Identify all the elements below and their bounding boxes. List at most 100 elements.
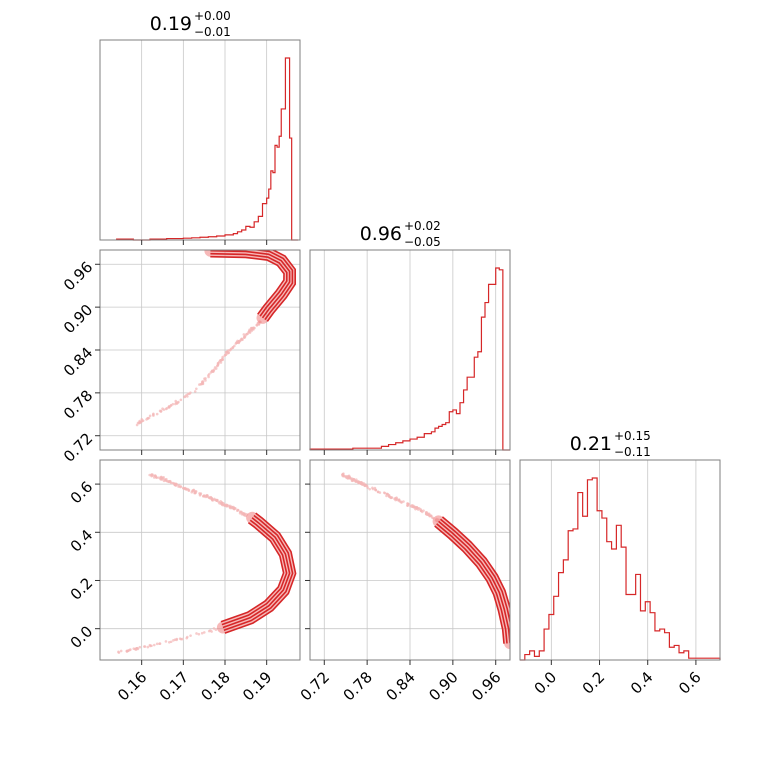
joint-param-1-vs-param-3-sample-point [209, 497, 212, 500]
joint-param-1-vs-param-2-marks [135, 250, 296, 427]
joint-param-1-vs-param-3-tail-point [143, 645, 147, 648]
joint-param-1-vs-param-2-sample-point [169, 404, 173, 407]
joint-param-1-vs-param-2-sample-point [212, 368, 216, 371]
joint-param-1-vs-param-3-tail-point [119, 649, 123, 653]
marginal-param-3-axes [550, 460, 697, 660]
joint-param-1-vs-param-2-sample-point [231, 346, 235, 349]
joint-param-2-vs-param-3-sample-point [428, 514, 432, 517]
joint-param-1-vs-param-2-sample-point [204, 379, 207, 382]
joint-param-1-vs-param-3-xtick-label-3: 0.19 [239, 668, 275, 704]
joint-param-2-vs-param-3-sample-point [356, 480, 360, 483]
joint-param-1-vs-param-2-sample-point [165, 407, 169, 410]
joint-param-1-vs-param-2-sample-point [161, 407, 164, 411]
joint-param-1-vs-param-3-sample-point [186, 487, 189, 491]
marginal-param-2-title-plus: +0.02 [404, 219, 441, 233]
joint-param-2-vs-param-3-sample-point [346, 476, 349, 479]
marginal-param-2-axes [323, 250, 497, 450]
joint-param-1-vs-param-3-tail-point [117, 651, 121, 654]
joint-param-1-vs-param-3-contour-line-2 [222, 517, 291, 629]
joint-param-1-vs-param-2-sample-point [136, 421, 140, 425]
joint-param-2-vs-param-3-sample-point [361, 483, 364, 486]
joint-param-1-vs-param-2-sample-point [201, 381, 204, 384]
marginal-param-3-title-plus: +0.15 [614, 429, 651, 443]
joint-param-1-vs-param-2-sample-point [167, 405, 171, 409]
marginal-param-3-xtick-label-2: 0.4 [627, 668, 657, 698]
joint-param-1-vs-param-3-tail-point [210, 630, 213, 633]
joint-param-1-vs-param-3-tail-point [138, 645, 142, 649]
joint-param-1-vs-param-2-sample-point [223, 354, 227, 357]
joint-param-1-vs-param-3-sample-point [236, 508, 240, 512]
joint-param-1-vs-param-3-sample-point [182, 486, 185, 490]
joint-param-1-vs-param-3-contour-line-0 [220, 521, 285, 623]
joint-param-1-vs-param-2-sample-point [152, 412, 155, 416]
joint-param-1-vs-param-3-sample-point [223, 503, 226, 507]
joint-param-1-vs-param-3-sample-point [205, 495, 209, 499]
joint-param-1-vs-param-2-sample-point [135, 423, 139, 427]
joint-param-1-vs-param-2-sample-point [257, 322, 261, 326]
joint-param-1-vs-param-3-tail-point [129, 648, 132, 651]
joint-param-1-vs-param-2-sample-point [183, 395, 186, 399]
joint-param-1-vs-param-2-sample-point [176, 401, 180, 404]
joint-param-1-vs-param-3-tail-point [214, 628, 218, 631]
joint-param-1-vs-param-3-sample-point [192, 489, 195, 493]
joint-param-1-vs-param-2-sample-point [189, 391, 192, 394]
joint-param-2-vs-param-3-xtick-label-0: 0.72 [297, 668, 333, 704]
joint-param-1-vs-param-3-tail-point [155, 642, 159, 646]
marginal-param-2-title-value: 0.96 [360, 223, 402, 245]
marginal-param-1-title-value: 0.19 [150, 13, 192, 35]
marginal-param-1-title-plus: +0.00 [194, 9, 231, 23]
joint-param-1-vs-param-2-sample-point [207, 375, 210, 379]
joint-param-1-vs-param-3-contour-line-1 [221, 519, 288, 626]
joint-param-1-vs-param-3-sample-point [213, 497, 216, 501]
joint-param-1-vs-param-3-tail-point [164, 640, 168, 643]
joint-param-1-vs-param-3-sample-point [220, 502, 224, 505]
joint-param-1-vs-param-2-sample-point [248, 328, 251, 331]
joint-param-1-vs-param-2-sample-point [213, 366, 217, 369]
joint-param-2-vs-param-3-sample-point [400, 500, 403, 504]
marginal-param-3-title-value: 0.21 [570, 433, 612, 455]
joint-param-1-vs-param-3-sample-point [148, 473, 151, 477]
joint-param-1-vs-param-2-sample-point [215, 364, 219, 368]
joint-param-1-vs-param-3-tail-point [125, 650, 129, 653]
marginal-param-3-title-minus: −0.11 [614, 445, 651, 459]
joint-param-1-vs-param-2-sample-point [209, 371, 213, 374]
joint-param-1-vs-param-2-sample-point [186, 395, 189, 398]
joint-param-1-vs-param-2-sample-point [195, 387, 198, 391]
joint-param-1-vs-param-3-sample-point [238, 511, 242, 515]
joint-param-1-vs-param-3-xtick-label-1: 0.17 [156, 668, 192, 704]
marginal-param-3-xtick-label-3: 0.6 [675, 668, 705, 698]
joint-param-1-vs-param-3-sample-point [153, 474, 157, 478]
joint-param-2-vs-param-3-sample-point [425, 511, 429, 515]
joint-param-1-vs-param-3-tail-point [202, 631, 206, 634]
joint-param-2-vs-param-3-sample-point [385, 492, 389, 496]
joint-param-1-vs-param-3-ytick-label-0: 0.0 [67, 622, 97, 652]
joint-param-1-vs-param-3-ytick-label-2: 0.4 [67, 526, 97, 556]
joint-param-1-vs-param-3-sample-point [234, 507, 237, 510]
joint-param-1-vs-param-3-tail-point [212, 627, 216, 630]
joint-param-1-vs-param-2-sample-point [139, 420, 142, 424]
joint-param-1-vs-param-2-ytick-label-2: 0.84 [60, 344, 96, 380]
joint-param-1-vs-param-3-sample-point [159, 476, 163, 479]
joint-param-2-vs-param-3-xtick-label-3: 0.90 [425, 668, 461, 704]
joint-param-1-vs-param-2-sample-point [159, 409, 163, 413]
joint-param-2-vs-param-3-sample-point [373, 486, 377, 490]
joint-param-1-vs-param-2-sample-point [227, 351, 230, 355]
marginal-param-1-title-minus: −0.01 [194, 25, 231, 39]
joint-param-1-vs-param-3-tail-point [185, 636, 189, 640]
joint-param-1-vs-param-3-tail-point [136, 646, 139, 650]
joint-param-2-vs-param-3-sample-point [363, 484, 366, 487]
joint-param-1-vs-param-3-sample-point [243, 513, 246, 517]
joint-param-1-vs-param-2-sample-point [251, 326, 254, 330]
joint-param-2-vs-param-3-marks [341, 472, 510, 650]
joint-param-2-vs-param-3-sample-point [413, 505, 417, 509]
joint-param-1-vs-param-2-axes [100, 250, 300, 450]
joint-param-1-vs-param-3-sample-point [177, 484, 181, 487]
joint-param-1-vs-param-2-contour-line-1 [252, 250, 294, 321]
joint-param-1-vs-param-2-ytick-label-4: 0.96 [60, 258, 96, 294]
joint-param-2-vs-param-3-contour-fill [432, 515, 510, 650]
joint-param-1-vs-param-3-frame [99, 459, 301, 661]
joint-param-1-vs-param-2-sample-point [219, 361, 223, 364]
joint-param-1-vs-param-2-contour-line-4 [210, 255, 285, 315]
joint-param-2-vs-param-3-sample-point [410, 505, 414, 509]
joint-param-1-vs-param-2-sample-point [221, 358, 224, 362]
